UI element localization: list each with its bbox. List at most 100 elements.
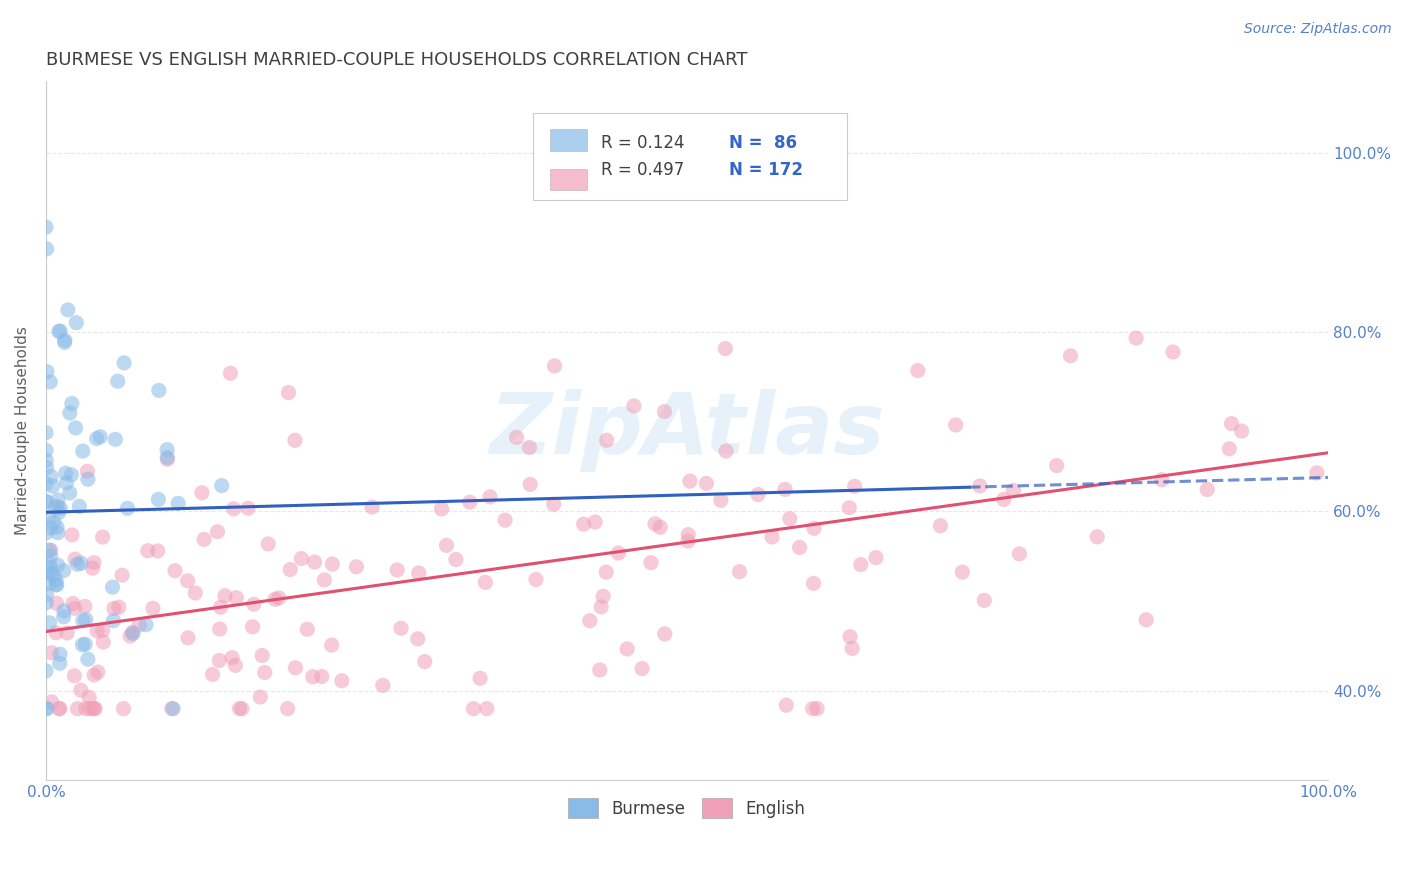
Point bbox=[45, 596, 67, 610]
FancyBboxPatch shape bbox=[550, 169, 588, 190]
Point bbox=[408, 566, 430, 580]
Point bbox=[39, 549, 62, 564]
Point bbox=[91, 624, 114, 638]
Point bbox=[591, 599, 613, 614]
Point bbox=[1220, 417, 1243, 431]
Point bbox=[59, 406, 82, 420]
Point bbox=[75, 612, 97, 626]
Point bbox=[907, 363, 929, 377]
Point bbox=[39, 566, 62, 580]
Point bbox=[524, 573, 547, 587]
Text: R = 0.124: R = 0.124 bbox=[602, 134, 685, 152]
Point bbox=[39, 543, 62, 558]
Point bbox=[59, 486, 82, 500]
Point bbox=[623, 399, 645, 413]
Point bbox=[120, 629, 142, 643]
Point bbox=[1161, 345, 1184, 359]
Point bbox=[82, 561, 104, 575]
Point bbox=[55, 475, 77, 490]
Point bbox=[37, 566, 59, 580]
Point bbox=[49, 701, 72, 715]
Text: N =  86: N = 86 bbox=[730, 134, 797, 152]
Point bbox=[35, 476, 58, 491]
Point bbox=[148, 492, 170, 507]
Point bbox=[385, 563, 408, 577]
Point bbox=[162, 701, 184, 715]
Point bbox=[103, 601, 125, 615]
Point bbox=[63, 552, 86, 566]
Text: BURMESE VS ENGLISH MARRIED-COUPLE HOUSEHOLDS CORRELATION CHART: BURMESE VS ENGLISH MARRIED-COUPLE HOUSEH… bbox=[46, 51, 748, 69]
Point bbox=[66, 558, 89, 572]
Point bbox=[710, 493, 733, 508]
Point bbox=[63, 601, 86, 615]
Point bbox=[67, 500, 90, 514]
Point bbox=[444, 552, 467, 566]
Point bbox=[801, 701, 824, 715]
Point bbox=[111, 568, 134, 582]
Point bbox=[519, 441, 541, 455]
Point bbox=[595, 565, 617, 579]
Point bbox=[35, 365, 58, 379]
Point bbox=[35, 443, 58, 458]
Point bbox=[63, 669, 86, 683]
Point bbox=[72, 444, 94, 458]
Point bbox=[107, 374, 129, 388]
Point bbox=[519, 477, 541, 491]
Point bbox=[60, 528, 83, 542]
Point bbox=[53, 604, 76, 618]
Point bbox=[35, 495, 58, 509]
Point bbox=[973, 593, 995, 607]
Point bbox=[257, 537, 280, 551]
Point bbox=[413, 655, 436, 669]
Point bbox=[70, 683, 93, 698]
Point bbox=[193, 533, 215, 547]
Point bbox=[45, 625, 67, 640]
Point bbox=[803, 576, 825, 591]
Point bbox=[60, 467, 83, 482]
Point bbox=[221, 650, 243, 665]
Point bbox=[969, 479, 991, 493]
Point bbox=[60, 396, 83, 410]
Point bbox=[46, 500, 69, 514]
Point bbox=[838, 500, 860, 515]
Point bbox=[35, 525, 58, 540]
Point bbox=[583, 515, 606, 529]
Point bbox=[79, 701, 101, 715]
Point bbox=[49, 648, 72, 662]
Point bbox=[48, 325, 70, 339]
Point bbox=[572, 517, 595, 532]
Point bbox=[52, 564, 75, 578]
Point bbox=[321, 638, 343, 652]
Point bbox=[321, 557, 343, 571]
Point bbox=[865, 550, 887, 565]
Point bbox=[775, 698, 797, 713]
Point bbox=[42, 568, 65, 582]
Point bbox=[76, 464, 98, 478]
Point bbox=[89, 430, 111, 444]
Point bbox=[389, 621, 412, 635]
Point bbox=[284, 434, 307, 448]
Point bbox=[38, 543, 60, 558]
Point bbox=[236, 501, 259, 516]
Point bbox=[35, 701, 58, 715]
Point bbox=[41, 695, 63, 709]
Point bbox=[46, 520, 69, 534]
Point bbox=[543, 359, 565, 373]
Point bbox=[650, 520, 672, 534]
Point bbox=[208, 622, 231, 636]
Point bbox=[607, 546, 630, 560]
Point bbox=[249, 690, 271, 704]
Point bbox=[463, 701, 485, 715]
Point bbox=[45, 578, 67, 592]
Point bbox=[156, 452, 179, 467]
Point bbox=[44, 500, 66, 514]
Point bbox=[1085, 530, 1108, 544]
Point bbox=[589, 663, 612, 677]
Point bbox=[436, 538, 458, 552]
Point bbox=[728, 565, 751, 579]
Point bbox=[779, 511, 801, 525]
Point bbox=[35, 664, 58, 678]
Point bbox=[849, 558, 872, 572]
Point bbox=[49, 657, 72, 671]
Point bbox=[841, 641, 863, 656]
